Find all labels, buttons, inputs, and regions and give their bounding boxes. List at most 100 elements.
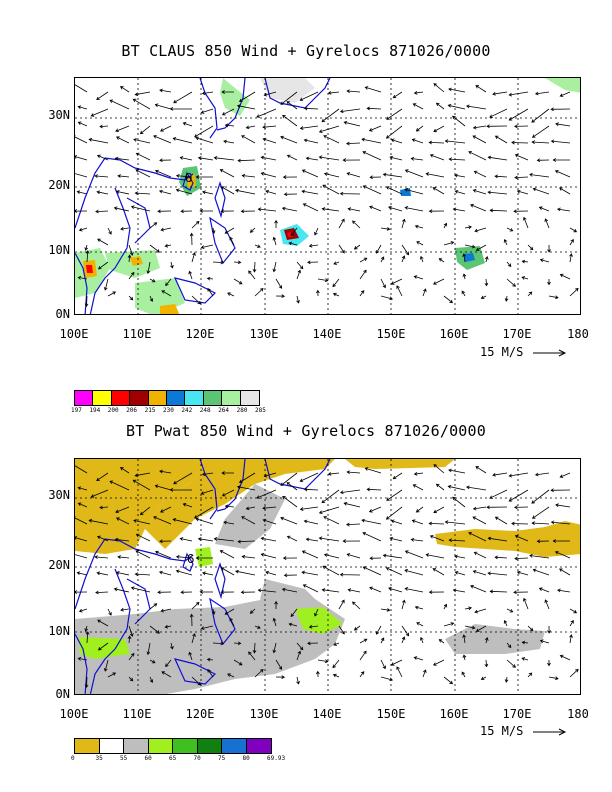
wind-arrow-icon: [454, 173, 466, 178]
wind-arrow-icon: [559, 568, 571, 576]
wind-arrow-icon: [538, 206, 550, 212]
wind-arrow-icon: [160, 506, 172, 513]
wind-arrow-icon: [536, 539, 550, 544]
wind-arrow-icon: [77, 105, 88, 110]
wind-arrow-icon: [503, 239, 508, 246]
wind-arrow-icon: [539, 258, 550, 263]
wind-arrow-icon: [550, 520, 571, 525]
wind-arrow-icon: [202, 571, 214, 576]
wind-arrow-icon: [527, 625, 534, 632]
wind-arrow-icon: [194, 125, 214, 138]
wind-arrow-icon: [506, 261, 512, 268]
wind-arrow-icon: [290, 227, 298, 237]
wind-arrow-icon: [438, 639, 445, 644]
wind-arrow-icon: [339, 191, 361, 196]
bottom-y-label-20N: 20N: [48, 558, 70, 572]
wind-arrow-icon: [275, 675, 286, 680]
wind-arrow-icon: [260, 552, 277, 559]
wind-arrow-icon: [296, 650, 302, 661]
wind-arrow-icon: [532, 568, 550, 576]
wind-arrow-icon: [286, 482, 298, 491]
wind-arrow-icon: [107, 291, 117, 297]
wind-arrow-icon: [149, 676, 154, 684]
wind-arrow-icon: [390, 659, 403, 666]
wind-arrow-icon: [448, 87, 466, 93]
wind-arrow-icon: [389, 155, 403, 161]
wind-arrow-icon: [489, 108, 508, 118]
bottom-x-label: 160E: [439, 707, 469, 721]
wind-arrow-icon: [75, 135, 88, 144]
wind-arrow-icon: [338, 625, 345, 635]
wind-arrow-icon: [113, 587, 130, 593]
wind-arrow-icon: [433, 278, 445, 285]
wind-arrow-icon: [475, 85, 487, 93]
wind-arrow-icon: [332, 659, 340, 669]
colorbar-label: 242: [181, 407, 193, 414]
wind-arrow-icon: [191, 601, 200, 610]
wind-arrow-icon: [404, 587, 424, 593]
wind-arrow-icon: [454, 554, 466, 559]
wind-arrow-icon: [280, 516, 298, 525]
wind-arrow-icon: [120, 607, 130, 612]
storm-marker: 6: [185, 170, 192, 185]
wind-arrow-icon: [164, 243, 172, 248]
colorbar-label: 194: [89, 407, 101, 414]
top-y-label-10N: 10N: [48, 243, 70, 257]
wind-arrow-icon: [286, 101, 298, 110]
wind-arrow-icon: [265, 570, 277, 576]
colorbar-swatch: [222, 739, 247, 753]
wind-arrow-icon: [84, 295, 89, 308]
wind-arrow-icon: [514, 534, 529, 542]
wind-arrow-icon: [413, 656, 424, 661]
wind-arrow-icon: [282, 114, 298, 127]
wind-arrow-icon: [154, 169, 172, 178]
wind-arrow-icon: [262, 506, 277, 510]
wind-arrow-icon: [77, 657, 88, 661]
wind-arrow-icon: [343, 501, 361, 508]
wind-arrow-icon: [221, 471, 234, 475]
wind-arrow-icon: [489, 589, 508, 594]
wind-arrow-icon: [511, 521, 529, 526]
wind-arrow-icon: [299, 91, 319, 101]
wind-arrow-icon: [346, 89, 361, 94]
wind-arrow-icon: [323, 553, 340, 559]
colorbar-label: 55: [120, 755, 128, 762]
wind-arrow-icon: [115, 125, 130, 133]
bottom-x-label: 180: [567, 707, 589, 721]
wind-arrow-icon: [382, 553, 403, 559]
wind-arrow-icon: [130, 586, 151, 593]
wind-arrow-icon: [173, 472, 193, 485]
wind-arrow-icon: [117, 174, 130, 178]
wind-arrow-icon: [120, 226, 130, 231]
wind-arrow-icon: [179, 156, 193, 161]
wind-arrow-icon: [107, 672, 117, 678]
bottom-x-label: 140E: [312, 707, 342, 721]
wind-arrow-icon: [248, 651, 256, 661]
wind-arrow-icon: [523, 216, 529, 229]
wind-arrow-icon: [461, 290, 466, 297]
wind-arrow-icon: [272, 617, 277, 627]
colorbar-swatch: [197, 739, 222, 753]
wind-arrow-icon: [275, 278, 282, 289]
wind-arrow-icon: [303, 519, 319, 525]
wind-arrow-icon: [317, 659, 329, 664]
top-x-label: 160E: [439, 327, 469, 341]
wind-arrow-icon: [314, 608, 319, 617]
wind-arrow-icon: [103, 278, 109, 291]
wind-arrow-icon: [362, 532, 382, 542]
wind-arrow-icon: [133, 519, 151, 525]
wind-arrow-icon: [475, 625, 487, 632]
wind-arrow-icon: [170, 642, 174, 650]
wind-arrow-icon: [413, 90, 424, 95]
wind-arrow-icon: [401, 599, 406, 610]
wind-arrow-icon: [346, 172, 361, 178]
wind-arrow-icon: [429, 535, 445, 542]
wind-arrow-icon: [286, 154, 298, 161]
wind-arrow-icon: [433, 464, 445, 474]
wind-arrow-icon: [382, 172, 403, 178]
wind-arrow-icon: [305, 156, 319, 161]
wind-arrow-icon: [413, 471, 424, 476]
wind-arrow-icon: [154, 103, 172, 110]
wind-arrow-icon: [466, 104, 487, 110]
bottom-x-label: 100E: [59, 707, 89, 721]
